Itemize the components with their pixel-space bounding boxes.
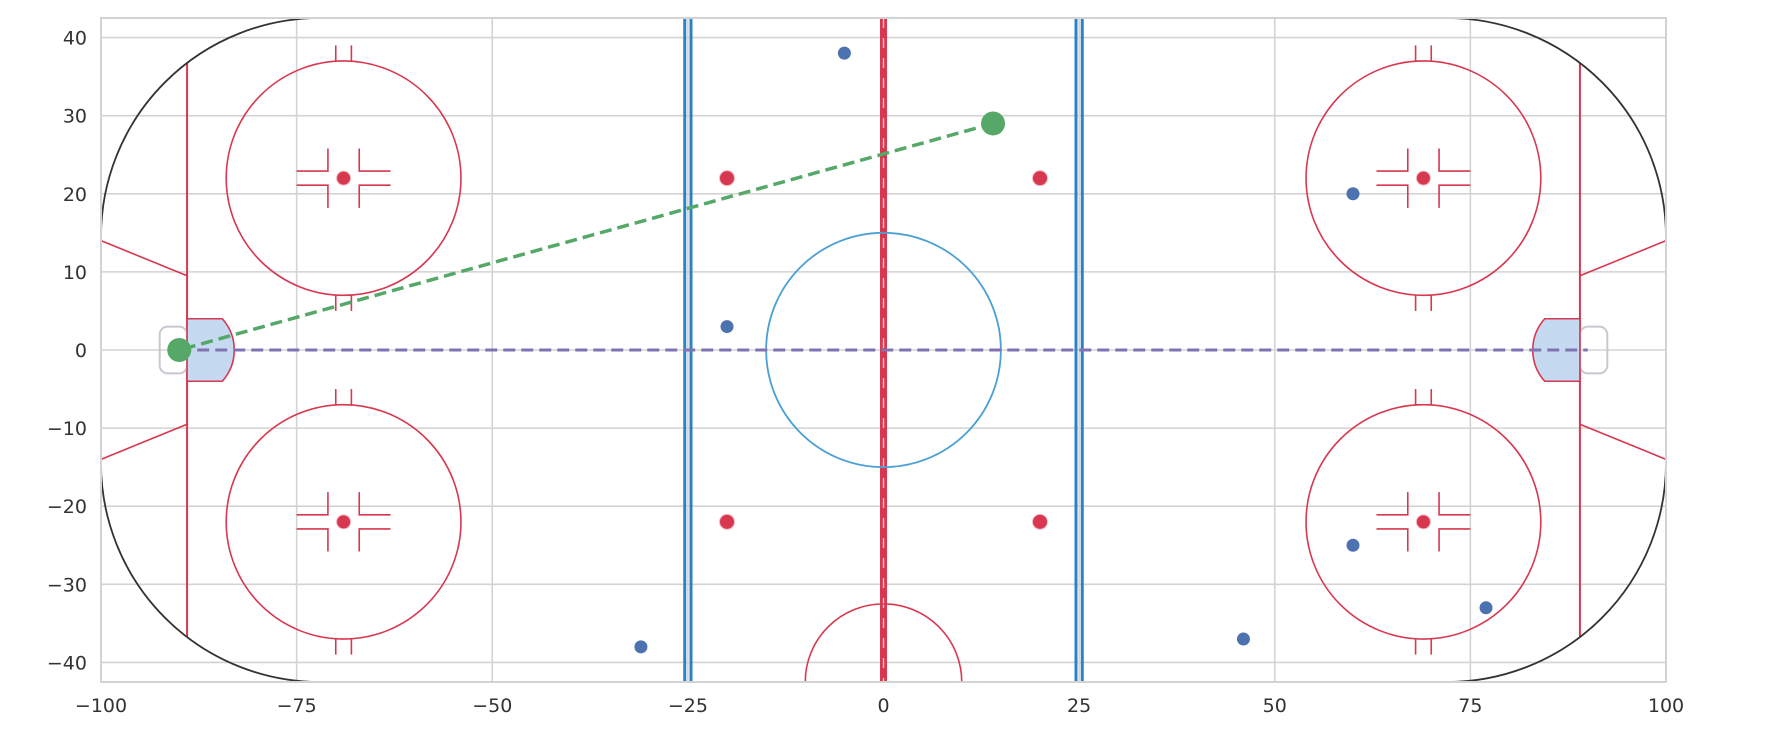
shot-origin-point: [981, 111, 1006, 136]
x-tick-label: −100: [75, 695, 127, 717]
neutral-faceoff-dot: [719, 170, 735, 187]
x-tick-label: 50: [1263, 695, 1287, 717]
player-point: [634, 640, 648, 654]
neutral-faceoff-dot: [1032, 170, 1048, 187]
x-tick-label: 25: [1067, 695, 1091, 717]
faceoff-dot: [1415, 514, 1431, 530]
x-tick-label: 0: [877, 695, 889, 717]
x-tick-label: 75: [1458, 695, 1482, 717]
y-tick-label: −20: [47, 496, 87, 518]
faceoff-l-mark: [358, 148, 391, 172]
faceoff-l-mark: [296, 528, 329, 552]
faceoff-circle: [1305, 60, 1542, 297]
neutral-faceoff-dot: [719, 513, 735, 530]
faceoff-l-mark: [296, 148, 329, 172]
faceoff-l-mark: [1376, 184, 1409, 208]
faceoff-l-mark: [358, 528, 391, 552]
y-tick-label: 10: [63, 262, 87, 284]
y-tick-label: 20: [63, 184, 87, 206]
faceoff-l-mark: [296, 184, 329, 208]
faceoff-circle: [225, 60, 462, 297]
player-point: [1346, 538, 1360, 552]
faceoff-l-mark: [1376, 528, 1409, 552]
faceoff-l-mark: [358, 492, 391, 516]
player-point: [837, 46, 851, 60]
faceoff-l-mark: [1438, 184, 1471, 208]
faceoff-l-mark: [358, 184, 391, 208]
player-point: [1236, 632, 1250, 646]
shot-trajectory-line: [178, 121, 994, 352]
faceoff-l-mark: [1438, 148, 1471, 172]
x-tick-label: −75: [277, 695, 317, 717]
goal-zone-marking: [101, 239, 188, 277]
faceoff-l-mark: [296, 492, 329, 516]
faceoff-dot: [1415, 170, 1431, 186]
x-tick-label: −25: [668, 695, 708, 717]
player-point: [1479, 601, 1493, 615]
y-tick-label: 40: [63, 28, 87, 50]
y-tick-label: −40: [47, 652, 87, 674]
goal-zone-marking: [1579, 423, 1666, 461]
shot-target-point: [167, 338, 192, 362]
faceoff-l-mark: [1376, 492, 1409, 516]
goal-zone-marking: [1579, 239, 1666, 277]
faceoff-circle: [1305, 403, 1542, 640]
x-tick-label: −50: [472, 695, 512, 717]
goal-zone-marking: [101, 423, 188, 461]
faceoff-dot: [336, 170, 352, 186]
faceoff-l-mark: [1438, 528, 1471, 552]
player-point: [720, 320, 734, 334]
y-tick-label: −10: [47, 418, 87, 440]
plot-frame: [100, 17, 1667, 683]
y-tick-label: 30: [63, 106, 87, 128]
y-tick-label: 0: [75, 340, 87, 362]
x-tick-label: 100: [1648, 695, 1684, 717]
neutral-faceoff-dot: [1032, 513, 1048, 530]
faceoff-l-mark: [1438, 492, 1471, 516]
y-tick-label: −30: [47, 574, 87, 596]
faceoff-circle: [225, 403, 462, 640]
data-marks: [167, 46, 1588, 654]
player-point: [1346, 187, 1360, 201]
goal-crease: [186, 317, 235, 383]
axes: −100 −75 −50 −25 0 25 50 75 100−40−30−20−1001020…: [47, 17, 1684, 717]
faceoff-l-mark: [1376, 148, 1409, 172]
rink-markings: [101, 18, 1666, 682]
faceoff-dot: [336, 514, 352, 530]
